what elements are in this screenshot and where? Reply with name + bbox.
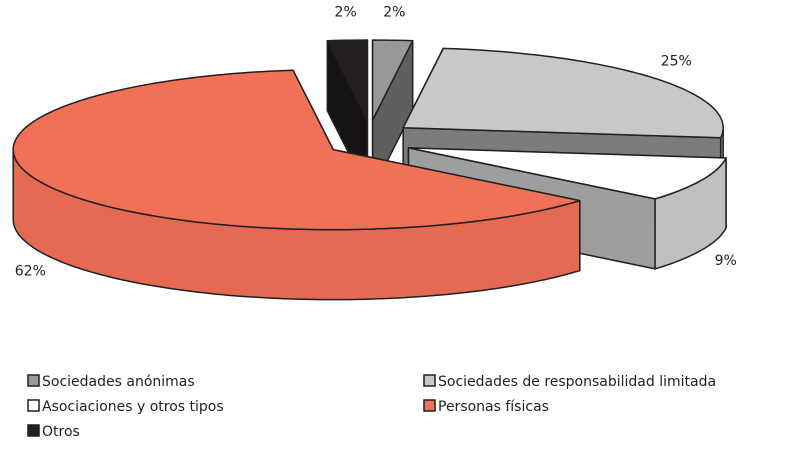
slice bbox=[12, 69, 581, 231]
slice bbox=[371, 39, 414, 121]
legend-swatch bbox=[27, 424, 40, 437]
legend-label: Otros bbox=[42, 424, 80, 440]
legend-label: Sociedades de responsabilidad limitada bbox=[438, 374, 716, 390]
slice bbox=[326, 39, 369, 121]
legend-swatch bbox=[423, 374, 436, 387]
data-label: 25% bbox=[661, 54, 692, 70]
data-label: 62% bbox=[15, 264, 46, 280]
slice bbox=[407, 147, 727, 200]
legend-label: Personas físicas bbox=[438, 399, 549, 415]
data-label: 9% bbox=[715, 253, 737, 269]
legend-swatch bbox=[27, 374, 40, 387]
legend-label: Sociedades anónimas bbox=[42, 374, 195, 390]
data-label: 2% bbox=[335, 4, 357, 20]
data-label: 2% bbox=[383, 4, 405, 20]
legend-label: Asociaciones y otros tipos bbox=[42, 399, 224, 415]
legend-swatch bbox=[423, 399, 436, 412]
slice bbox=[402, 47, 724, 139]
legend-swatch bbox=[27, 399, 40, 412]
